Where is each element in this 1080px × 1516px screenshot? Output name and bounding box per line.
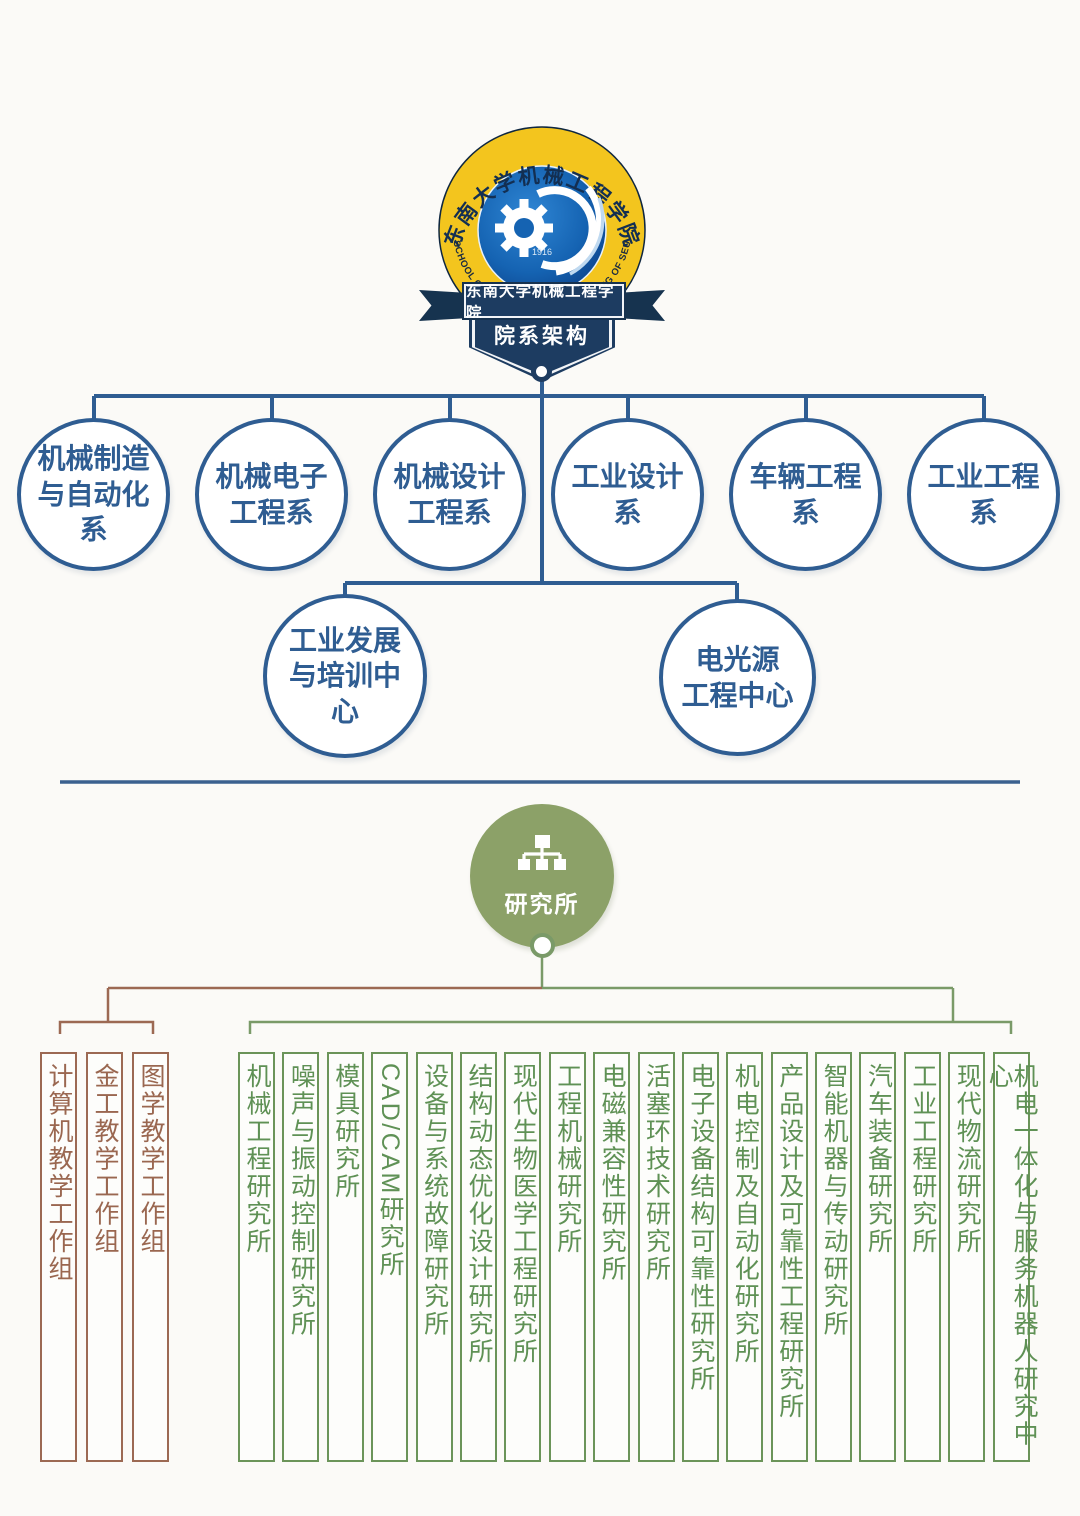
institute-label: 机械工程研究所: [243, 1063, 271, 1256]
dept-circle: 机械电子 工程系: [195, 418, 348, 571]
dept-circle: 机械制造 与自动化 系: [17, 418, 170, 571]
institutes-row: 机械工程研究所 噪声与振动控制研究所 模具研究所 CAD/CAM研究所 设备与系…: [238, 1052, 1038, 1462]
dept-circle: 机械设计 工程系: [373, 418, 526, 571]
center-circle: 电光源 工程中心: [659, 599, 816, 756]
institute-box: 工业工程研究所: [903, 1052, 941, 1462]
institute-box: 现代生物医学工程研究所: [504, 1052, 542, 1462]
institute-label: 活塞环技术研究所: [642, 1063, 671, 1283]
research-hub-label: 研究所: [504, 890, 580, 917]
institute-box: 智能机器与传动研究所: [815, 1052, 853, 1462]
institute-label: 现代物流研究所: [953, 1063, 982, 1256]
institute-box: 现代物流研究所: [948, 1052, 986, 1462]
institute-label: 工程机械研究所: [553, 1063, 582, 1256]
institute-label: 智能机器与传动研究所: [820, 1063, 849, 1338]
sitemap-icon: [518, 834, 566, 870]
institute-box: 模具研究所: [326, 1052, 364, 1462]
institute-box: 结构动态优化设计研究所: [459, 1052, 497, 1462]
gear-swoosh-icon: 1916: [495, 185, 605, 276]
connector-ring-top: [531, 361, 552, 382]
institute-label: 电子设备结构可靠性研究所: [686, 1063, 715, 1393]
institute-label: 结构动态优化设计研究所: [464, 1063, 493, 1366]
dept-circle: 车辆工程 系: [729, 418, 882, 571]
institute-label: 产品设计及可靠性工程研究所: [775, 1063, 804, 1421]
institute-label: 机电一体化与服务机器人研究中心: [985, 1063, 1039, 1448]
institute-box: 设备与系统故障研究所: [415, 1052, 453, 1462]
institute-box: 机械工程研究所: [238, 1052, 275, 1462]
teaching-group-label: 金工教学工作组: [91, 1063, 119, 1256]
institute-box: 汽车装备研究所: [859, 1052, 897, 1462]
institute-label: 模具研究所: [331, 1063, 360, 1201]
institute-label: 噪声与振动控制研究所: [287, 1063, 316, 1338]
institute-box: 噪声与振动控制研究所: [282, 1052, 320, 1462]
dept-circle: 工业工程 系: [907, 418, 1060, 571]
institute-label: 电磁兼容性研究所: [598, 1063, 627, 1283]
research-hub-circle: 研究所: [470, 804, 614, 948]
institute-box: 机电控制及自动化研究所: [726, 1052, 764, 1462]
center-circle: 工业发展 与培训中 心: [263, 594, 427, 758]
institute-label: CAD/CAM研究所: [376, 1063, 405, 1279]
institute-label: 现代生物医学工程研究所: [509, 1063, 538, 1366]
teaching-group-label: 计算机教学工作组: [45, 1063, 73, 1283]
institute-box: 电磁兼容性研究所: [593, 1052, 631, 1462]
teaching-group-box: 金工教学工作组: [86, 1052, 123, 1462]
logo-year: 1916: [532, 247, 552, 257]
institute-label: 机电控制及自动化研究所: [731, 1063, 760, 1366]
institute-label: 设备与系统故障研究所: [420, 1063, 449, 1338]
institute-label: 工业工程研究所: [908, 1063, 937, 1256]
institute-box: 机电一体化与服务机器人研究中心: [985, 1052, 1038, 1462]
dept-circle: 工业设计 系: [551, 418, 704, 571]
connector-ring-hub: [530, 933, 555, 958]
institute-box: CAD/CAM研究所: [371, 1052, 409, 1462]
teaching-group-box: 图学教学工作组: [132, 1052, 169, 1462]
teaching-groups-row: 计算机教学工作组 金工教学工作组 图学教学工作组: [40, 1052, 169, 1462]
ribbon-subtitle: 院系架构: [494, 325, 590, 348]
teaching-group-box: 计算机教学工作组: [40, 1052, 77, 1462]
teaching-group-label: 图学教学工作组: [137, 1063, 165, 1256]
institute-label: 汽车装备研究所: [864, 1063, 893, 1256]
institute-box: 活塞环技术研究所: [637, 1052, 675, 1462]
institute-box: 工程机械研究所: [548, 1052, 586, 1462]
ribbon-title: 东南大学机械工程学院: [462, 282, 626, 322]
institute-box: 产品设计及可靠性工程研究所: [770, 1052, 808, 1462]
institute-box: 电子设备结构可靠性研究所: [681, 1052, 719, 1462]
